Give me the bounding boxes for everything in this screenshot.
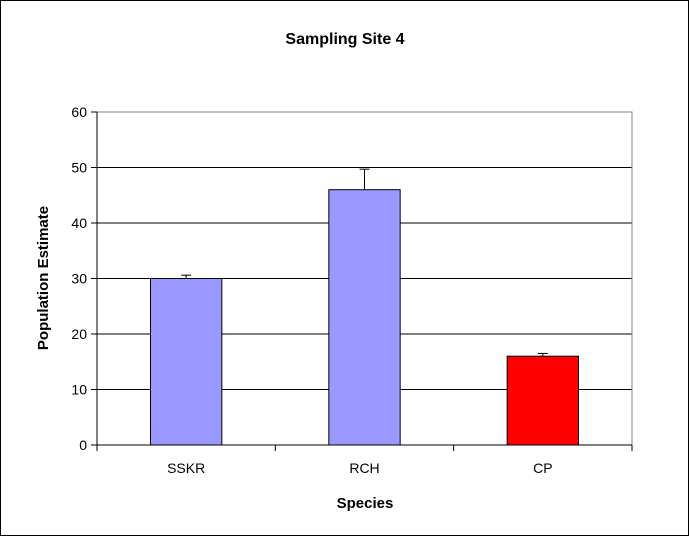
chart-title: Sampling Site 4: [285, 31, 404, 48]
bar: [150, 278, 223, 446]
y-tick-label: 10: [71, 382, 87, 398]
x-tick-labels: SSKR RCH CP: [167, 460, 552, 476]
x-axis-label: Species: [337, 495, 394, 512]
y-tick-label: 40: [71, 215, 87, 231]
x-tick-label: SSKR: [167, 460, 205, 476]
bar: [328, 189, 401, 446]
y-tick-label: 0: [79, 437, 87, 453]
y-axis-label: Population Estimate: [35, 206, 52, 350]
bars: [150, 168, 579, 446]
x-tick-label: RCH: [349, 460, 379, 476]
y-tick-labels: 0 10 20 30 40 50 60: [71, 104, 87, 453]
y-tick-label: 50: [71, 160, 87, 176]
y-tick-label: 60: [71, 104, 87, 120]
axes: [91, 111, 633, 451]
x-tick-label: CP: [533, 460, 552, 476]
y-tick-label: 20: [71, 326, 87, 342]
y-tick-label: 30: [71, 271, 87, 287]
bar: [506, 355, 579, 446]
